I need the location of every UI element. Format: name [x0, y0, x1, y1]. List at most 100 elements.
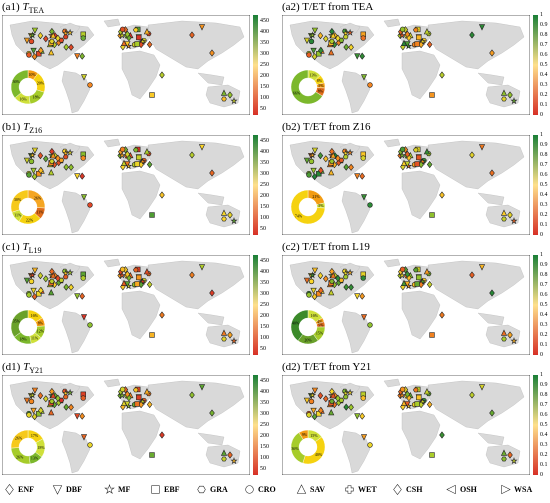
- site-marker: [413, 387, 419, 393]
- site-marker: [439, 71, 445, 79]
- panel-variable-subscript: L19: [28, 246, 42, 256]
- site-marker: [63, 163, 69, 171]
- site-marker: [360, 74, 368, 81]
- site-marker: [346, 388, 354, 396]
- color-bar-tick-label: 0.3: [540, 442, 548, 448]
- site-marker: [133, 387, 139, 393]
- site-marker: [329, 398, 335, 404]
- site-marker: [367, 442, 373, 448]
- site-marker: [74, 293, 81, 300]
- site-marker: [124, 161, 131, 168]
- continent-shape: [147, 20, 245, 70]
- site-marker: [48, 168, 55, 176]
- site-marker: [58, 277, 65, 283]
- site-marker: [469, 391, 475, 399]
- color-bar-tick-label: 0: [540, 352, 543, 358]
- triangle-left-icon: [446, 484, 456, 495]
- site-marker: [500, 209, 508, 216]
- legend-marker: [245, 485, 254, 494]
- site-marker: [146, 280, 153, 289]
- site-marker: [306, 412, 312, 418]
- continent-shape: [103, 138, 121, 148]
- site-marker: [124, 150, 131, 158]
- site-marker: [328, 288, 335, 296]
- site-marker: [306, 172, 312, 178]
- legend-item: GRA: [196, 484, 228, 495]
- legend-marker: [197, 485, 206, 494]
- color-bar-tick-label: 0.4: [540, 432, 548, 438]
- star-icon: [104, 484, 115, 494]
- donut-percent-label: 74%: [295, 213, 303, 218]
- site-marker: [124, 390, 131, 398]
- site-marker: [404, 270, 411, 278]
- continent-shape: [427, 260, 525, 310]
- legend-label: OSH: [460, 485, 477, 494]
- site-marker: [143, 268, 151, 275]
- donut-hole: [299, 438, 317, 456]
- site-marker: [346, 148, 354, 156]
- color-bar-tick-label: 300: [260, 170, 269, 177]
- site-marker: [220, 209, 228, 216]
- legend-item: CRO: [244, 484, 276, 495]
- circle-icon: [245, 485, 254, 494]
- site-marker: [317, 32, 324, 40]
- continent-shape: [103, 258, 121, 268]
- site-marker: [133, 267, 139, 273]
- site-marker: [303, 37, 311, 45]
- panel-title: (d1) TY21: [2, 361, 43, 375]
- site-marker: [220, 449, 228, 456]
- site-marker: [414, 401, 420, 407]
- color-bar-tick-label: 0.7: [540, 162, 548, 168]
- site-marker: [414, 281, 420, 287]
- site-marker: [66, 388, 74, 396]
- color-bar-tick-label: 0.4: [540, 192, 548, 198]
- donut-percent-label: 40%: [315, 452, 323, 457]
- site-marker: [360, 434, 368, 441]
- color-bar-tick-label: 0.6: [540, 412, 548, 418]
- donut-percent-label: 18%: [37, 445, 45, 450]
- site-marker: [74, 53, 81, 60]
- site-marker: [426, 400, 433, 409]
- site-marker: [398, 271, 406, 279]
- continent-shape: [103, 18, 121, 28]
- continent-shape: [401, 290, 441, 340]
- site-marker: [220, 89, 228, 96]
- site-marker: [143, 388, 151, 395]
- site-marker: [136, 394, 142, 401]
- site-marker: [423, 268, 431, 275]
- donut-percent-label: 8%: [318, 88, 324, 93]
- site-marker: [230, 337, 238, 345]
- panel-label: (c2) T/ET from L19: [282, 241, 370, 253]
- panel-variable: T: [23, 361, 30, 373]
- color-bar-tick-label: 0.2: [540, 212, 548, 218]
- color-bar-tick-label: 450: [260, 137, 269, 144]
- donut-percent-label: 12%: [37, 328, 45, 333]
- site-marker: [30, 407, 37, 415]
- site-marker: [230, 457, 238, 465]
- site-marker: [74, 173, 81, 180]
- site-marker: [318, 406, 324, 415]
- color-bar-tick-label: 100: [260, 215, 269, 222]
- donut-percent-label: 13%: [31, 456, 39, 461]
- site-marker: [398, 31, 406, 39]
- map-panel: (a1) TTEA 10% 20% 18% 16% 36% 450 400 350 300 250 2…: [2, 1, 272, 117]
- site-marker: [354, 173, 361, 180]
- color-bar-tick-label: 300: [260, 290, 269, 297]
- continent-shape: [147, 380, 245, 430]
- panel-title: (c1) TL19: [2, 241, 41, 255]
- continent-shape: [121, 170, 161, 220]
- site-marker: [124, 270, 131, 278]
- donut-segment: [10, 69, 29, 99]
- color-bar-tick-label: 400: [260, 148, 269, 155]
- site-marker: [58, 397, 65, 403]
- continent-shape: [383, 378, 401, 388]
- panel-variable: T: [22, 241, 29, 253]
- color-bar-tick-label: 0.5: [540, 302, 548, 308]
- site-marker: [367, 82, 373, 88]
- color-bar-tick-label: 50: [260, 466, 266, 473]
- continent-shape: [205, 444, 241, 468]
- site-marker: [80, 434, 88, 441]
- color-bar-tick-label: 200: [260, 433, 269, 440]
- world-map: 10%20% 18% 16% 36%: [2, 15, 250, 115]
- color-bar-tick-label: 1: [540, 372, 543, 378]
